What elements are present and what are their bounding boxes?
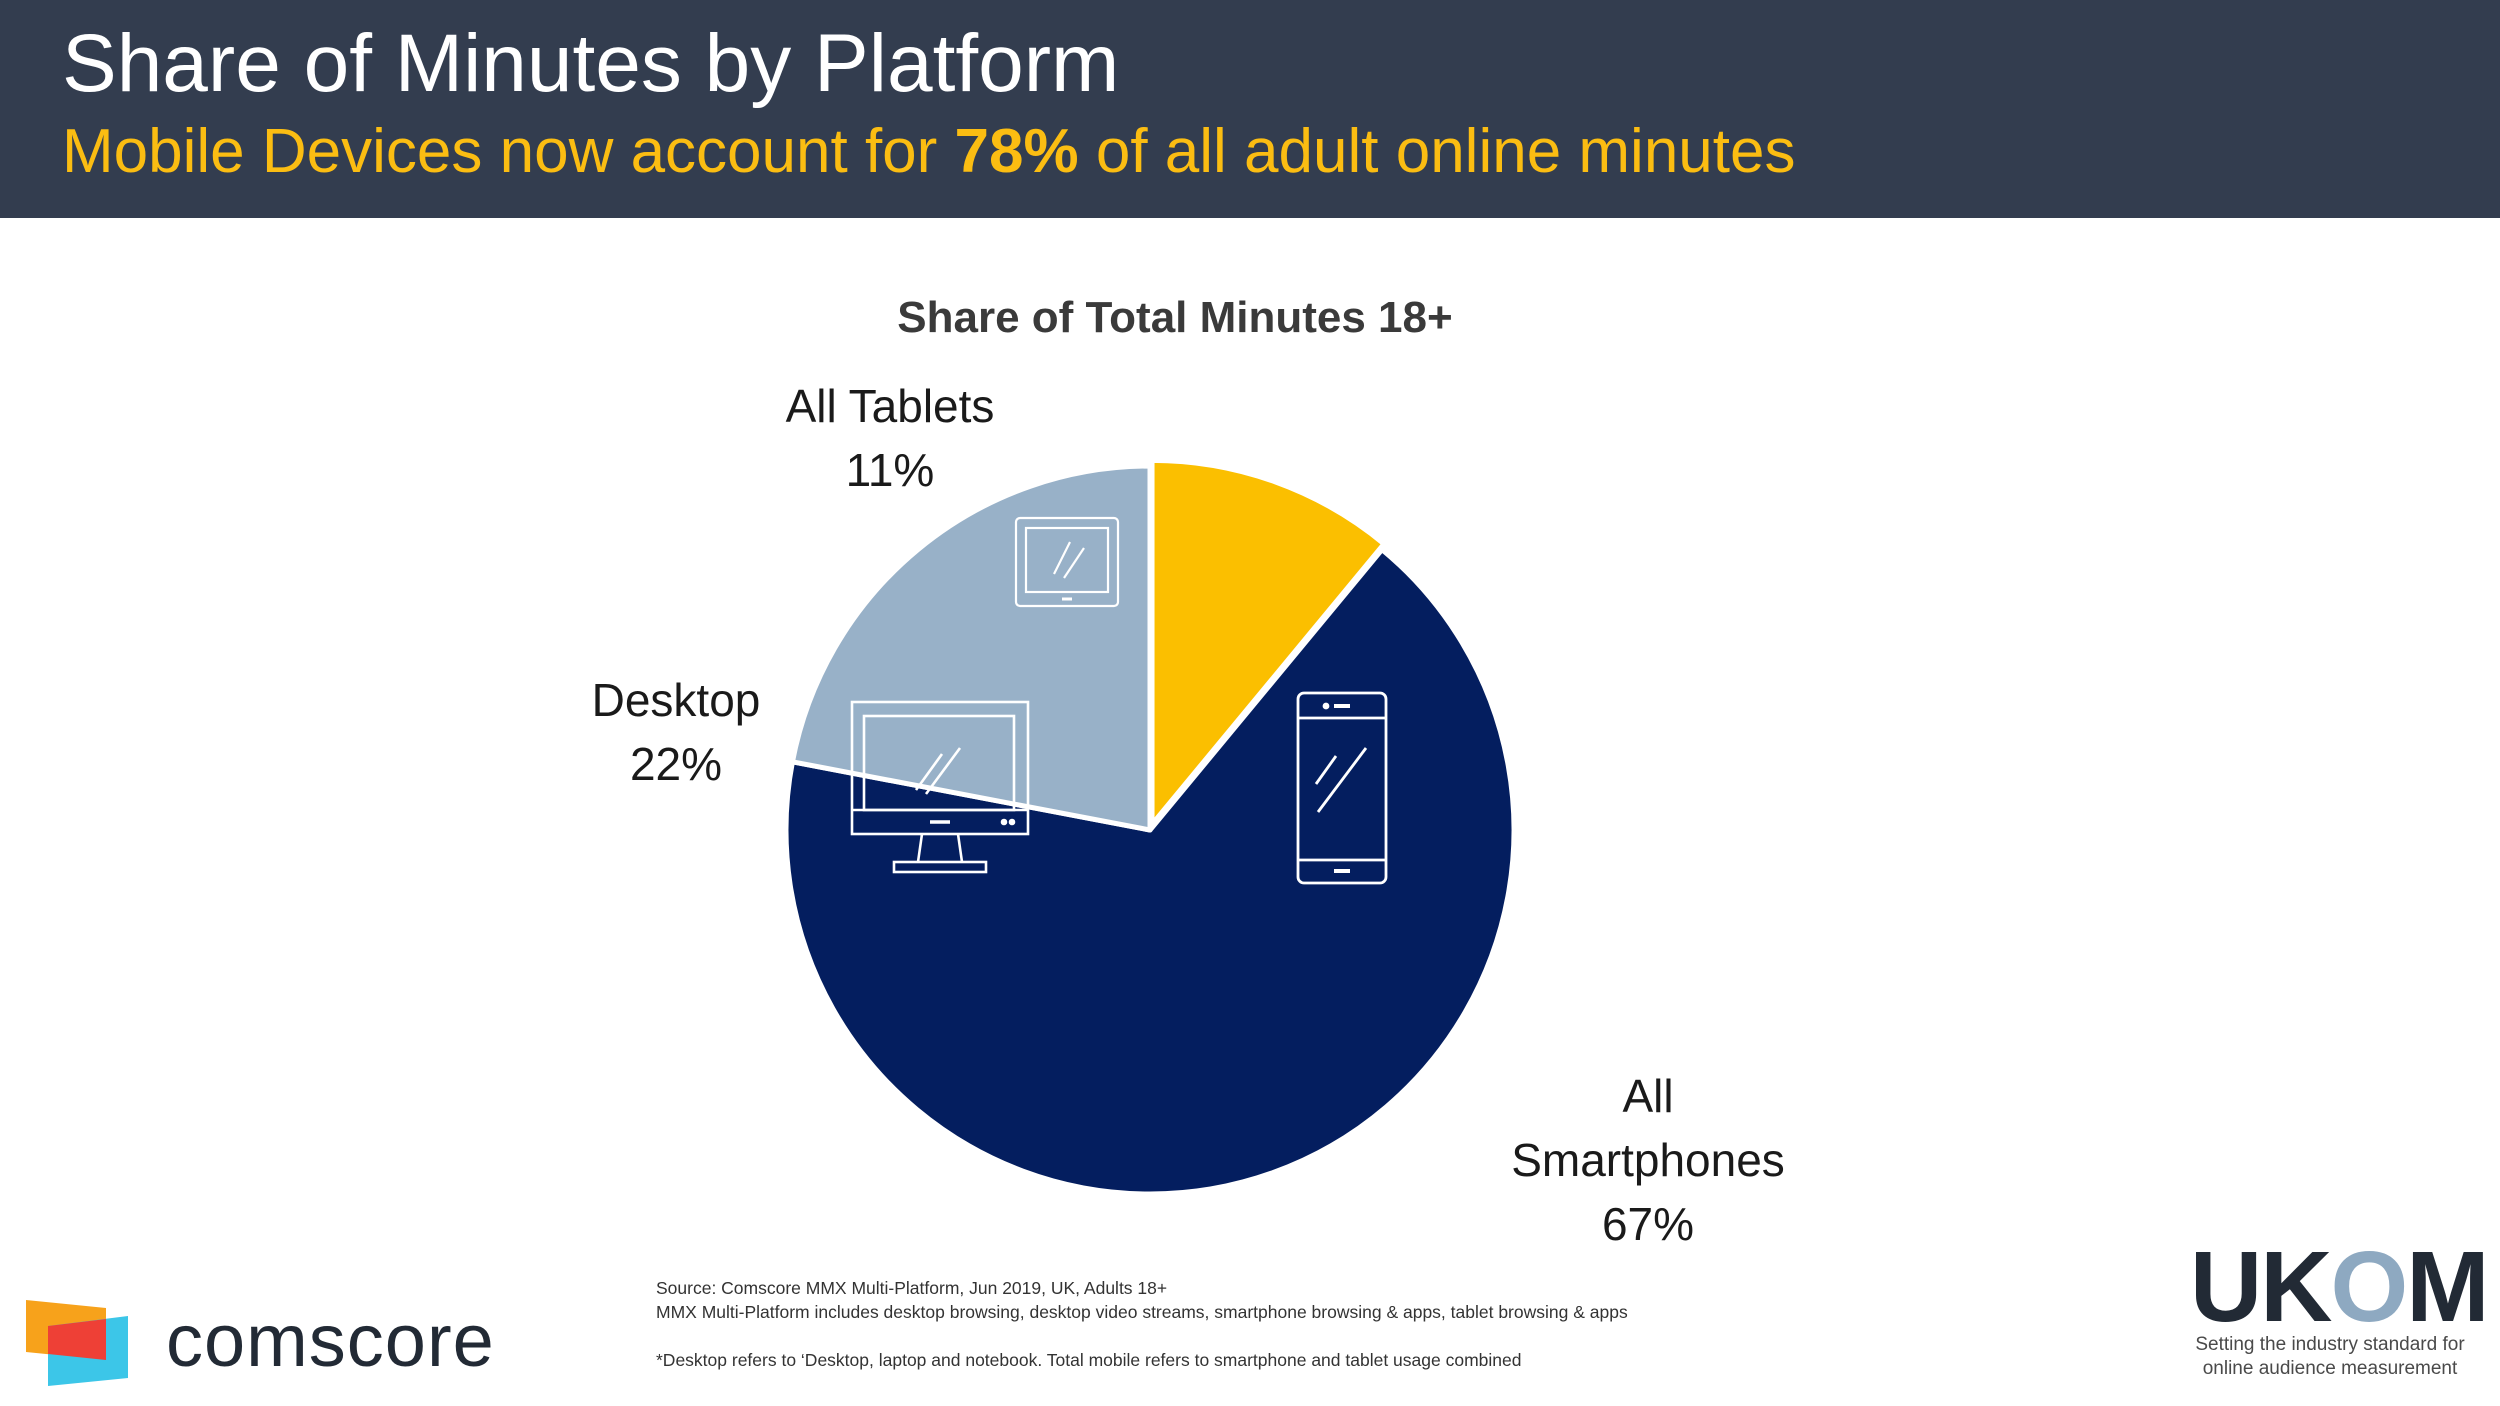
comscore-logo-text: comscore (166, 1299, 495, 1382)
smartphones-label: All Smartphones 67% (1488, 1064, 1808, 1256)
ukom-logo-m: M (2406, 1231, 2489, 1343)
smartphones-name-line1: All (1622, 1070, 1674, 1122)
pie-slice-all-smartphones (783, 547, 1517, 1197)
header-bar: Share of Minutes by Platform Mobile Devi… (0, 0, 2500, 218)
source-note: Source: Comscore MMX Multi-Platform, Jun… (656, 1278, 1168, 1298)
desktop-label: Desktop 22% (536, 668, 816, 796)
ukom-tagline: Setting the industry standard for online… (2160, 1333, 2500, 1381)
chart-title: Share of Total Minutes 18+ (897, 293, 1453, 342)
page-title: Share of Minutes by Platform (62, 18, 1120, 109)
tablets-value: 11% (845, 444, 935, 496)
subtitle-highlight: 78% (954, 117, 1079, 186)
smartphone-icon (1296, 691, 1388, 885)
definition-note: MMX Multi-Platform includes desktop brow… (656, 1302, 1628, 1322)
ukom-tagline-line2: online audience measurement (2202, 1358, 2458, 1379)
desktop-definition-note: *Desktop refers to ‘Desktop, laptop and … (656, 1350, 1522, 1370)
comscore-logo-mark (26, 1300, 128, 1386)
subtitle-text-end: of all adult online minutes (1078, 117, 1796, 186)
tablet-icon (1014, 516, 1120, 608)
smartphones-value: 67% (1601, 1198, 1695, 1250)
ukom-tagline-line1: Setting the industry standard for (2195, 1334, 2465, 1355)
desktop-value: 22% (629, 738, 723, 790)
smartphones-name-line2: Smartphones (1511, 1134, 1785, 1186)
desktop-name: Desktop (591, 674, 761, 726)
pie-slice-all-tablets (1149, 457, 1387, 827)
desktop-monitor-icon (850, 700, 1030, 874)
tablets-name: All Tablets (785, 380, 995, 432)
ukom-logo-uk: UK (2190, 1231, 2332, 1343)
tablets-label: All Tablets 11% (740, 374, 1040, 502)
pie-slice-desktop (789, 463, 1153, 833)
page-subtitle: Mobile Devices now account for 78% of al… (62, 112, 1796, 192)
footnotes: Source: Comscore MMX Multi-Platform, Jun… (656, 1276, 1628, 1372)
pie-slices (783, 457, 1517, 1197)
ukom-logo-o: O (2330, 1231, 2408, 1343)
subtitle-text-start: Mobile Devices now account for (62, 117, 955, 186)
ukom-logo: UKOM (2190, 1231, 2490, 1343)
